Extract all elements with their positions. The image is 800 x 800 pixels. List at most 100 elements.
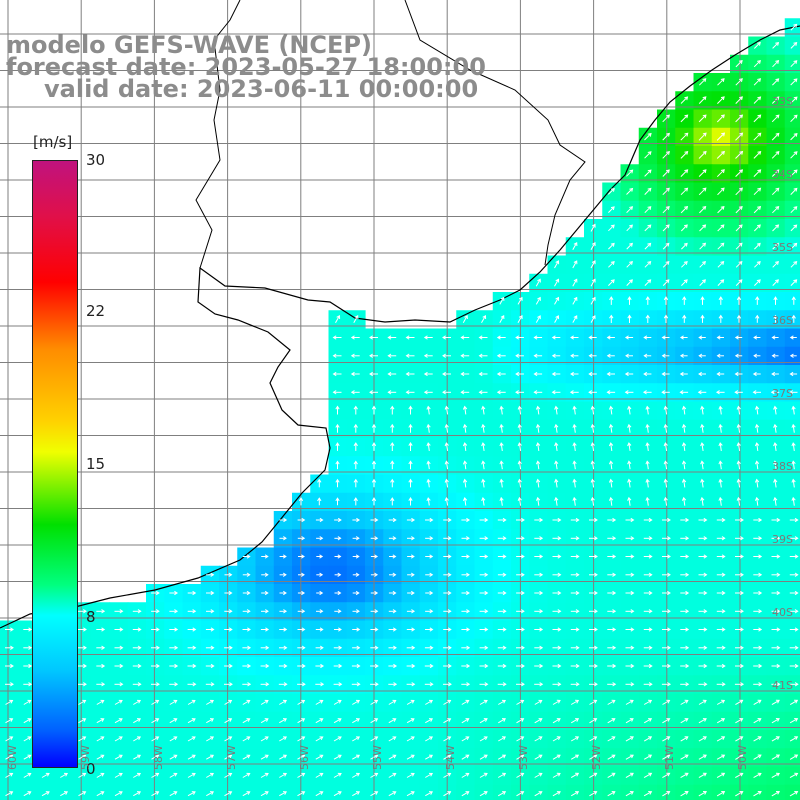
wind-arrow-head <box>283 682 288 687</box>
wind-arrow <box>663 423 668 433</box>
wind-arrow-head <box>573 241 578 247</box>
wind-arrow-head <box>793 151 798 156</box>
wind-arrow-shaft <box>260 791 269 797</box>
wind-arrow-shaft <box>297 773 305 778</box>
wind-arrow <box>534 609 544 614</box>
wind-arrow-head <box>794 791 799 795</box>
wind-arrow-shaft <box>664 424 668 433</box>
wind-arrow-shaft <box>425 736 433 742</box>
wind-arrow <box>499 460 504 470</box>
wind-speed-cell <box>730 109 749 129</box>
wind-arrow-head <box>794 554 799 559</box>
wind-arrow-shaft <box>590 297 596 305</box>
wind-arrow-shaft <box>771 151 780 159</box>
wind-speed-cell <box>711 182 731 202</box>
wind-arrow-head <box>718 423 723 428</box>
wind-arrow-shaft <box>573 406 576 415</box>
wind-arrow-head <box>773 314 778 319</box>
wind-arrow-head <box>118 718 123 722</box>
wind-arrow-head <box>483 736 488 741</box>
wind-arrow-head <box>538 736 543 741</box>
wind-arrow-shaft <box>552 700 561 705</box>
wind-arrow <box>515 335 524 340</box>
wind-arrow-shaft <box>315 700 323 705</box>
wind-speed-cell <box>182 766 202 786</box>
wind-arrow <box>589 791 598 797</box>
wind-arrow-head <box>794 718 799 722</box>
wind-arrow <box>698 371 706 377</box>
wind-arrow-head <box>410 590 415 596</box>
wind-arrow-head <box>702 718 707 722</box>
wind-arrow-shaft <box>333 736 342 742</box>
wind-arrow <box>114 791 123 797</box>
wind-arrow-head <box>136 791 142 795</box>
wind-arrow <box>680 205 689 214</box>
wind-arrow-shaft <box>735 772 743 779</box>
wind-arrow <box>716 554 726 559</box>
wind-arrow-head <box>501 736 506 741</box>
wind-arrow-head <box>478 390 483 395</box>
wind-speed-cell <box>419 730 439 749</box>
wind-arrow <box>516 718 525 724</box>
wind-arrow-head <box>478 353 483 358</box>
wind-speed-cell <box>693 146 713 165</box>
wind-arrow-head <box>173 718 178 722</box>
wind-arrow-head <box>335 442 340 447</box>
wind-arrow <box>662 772 671 779</box>
wind-speed-cell <box>638 766 658 786</box>
wind-arrow <box>572 278 578 287</box>
wind-arrow-shaft <box>662 772 670 779</box>
wind-arrow <box>789 754 799 760</box>
wind-speed-cell <box>748 748 768 768</box>
wind-arrow-head <box>539 609 544 614</box>
wind-arrow-head <box>355 754 361 759</box>
wind-arrow-head <box>410 718 415 722</box>
wind-arrow-head <box>734 353 739 358</box>
wind-speed-cell <box>711 748 731 768</box>
wind-arrow <box>460 335 470 340</box>
wind-arrow <box>663 478 668 488</box>
wind-arrow <box>535 405 541 415</box>
wind-arrow <box>516 682 525 687</box>
wind-arrow-head <box>572 442 577 447</box>
wind-arrow-shaft <box>644 261 651 268</box>
wind-arrow-head <box>791 405 796 410</box>
wind-arrow <box>643 353 652 358</box>
wind-speed-cell <box>766 54 786 74</box>
wind-arrow <box>352 699 361 705</box>
wind-arrow <box>499 296 505 305</box>
wind-arrow <box>735 699 744 706</box>
wind-arrow-shaft <box>790 151 798 159</box>
wind-arrow <box>481 442 486 451</box>
wind-arrow-head <box>556 699 561 704</box>
wind-arrow-head <box>721 536 726 541</box>
wind-arrow-head <box>538 772 543 777</box>
wind-arrow-head <box>387 353 392 358</box>
wind-arrow-shaft <box>789 772 798 779</box>
wind-speed-cell <box>146 748 165 768</box>
wind-arrow-head <box>697 390 702 395</box>
longitude-label: 52W <box>590 745 603 770</box>
wind-arrow-head <box>775 96 780 101</box>
wind-arrow-shaft <box>445 461 449 470</box>
wind-arrow-head <box>520 754 525 759</box>
wind-speed-cell <box>675 273 695 293</box>
wind-arrow-head <box>591 315 596 320</box>
wind-arrow <box>662 645 671 650</box>
wind-arrow <box>279 772 288 778</box>
wind-arrow <box>790 60 798 68</box>
wind-arrow <box>478 371 488 377</box>
wind-arrow <box>791 296 796 305</box>
wind-arrow-head <box>588 390 593 395</box>
wind-arrow-head <box>661 353 666 358</box>
wind-arrow-head <box>228 754 233 759</box>
wind-arrow-head <box>591 223 596 228</box>
wind-arrow-shaft <box>534 718 543 724</box>
wind-arrow <box>205 645 215 650</box>
wind-arrow-head <box>444 423 449 428</box>
wind-speed-cell <box>182 693 202 713</box>
wind-arrow-shaft <box>535 315 541 323</box>
wind-arrow <box>789 682 799 687</box>
wind-speed-cell <box>766 766 786 786</box>
wind-arrow-shaft <box>699 206 706 214</box>
